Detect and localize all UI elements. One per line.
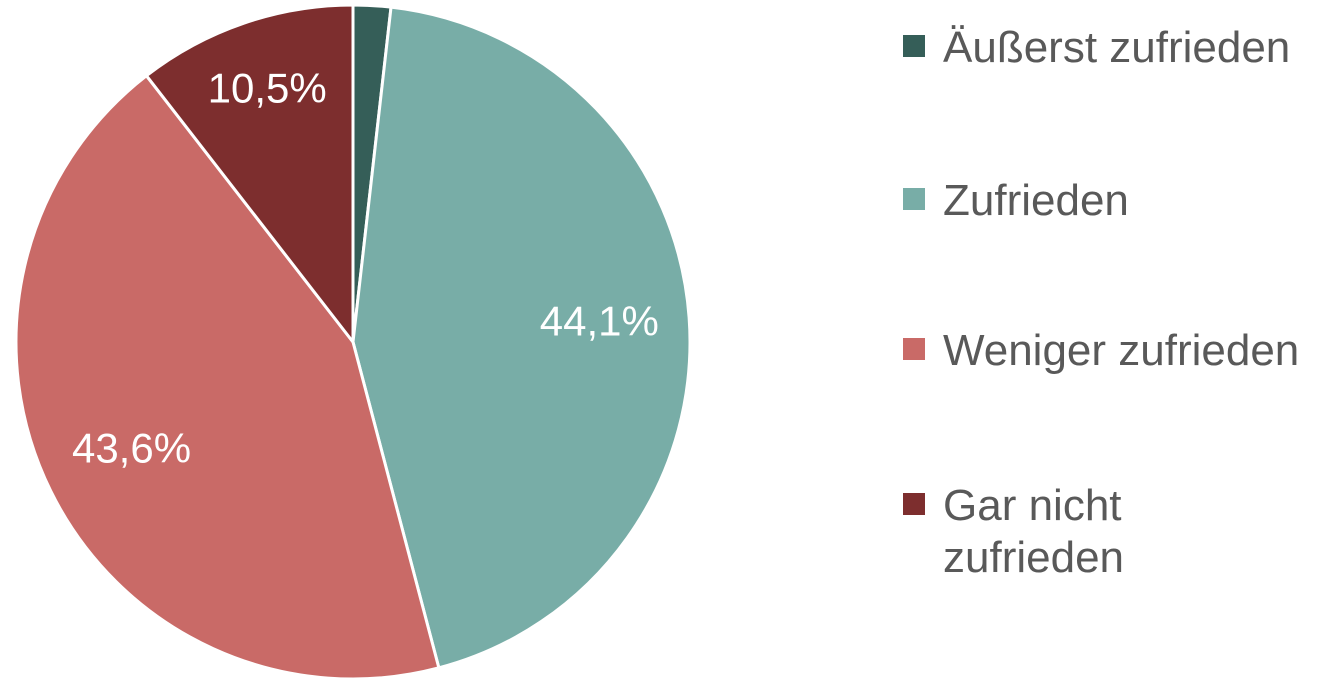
legend-label: Zufrieden <box>943 176 1129 225</box>
legend-swatch <box>903 493 925 515</box>
pie-slice <box>14 73 441 680</box>
legend-swatch <box>903 188 925 210</box>
legend: Äußerst zufrieden Zufrieden Weniger zufrie… <box>903 0 1333 680</box>
legend-item: Gar nicht zufrieden <box>903 480 1313 584</box>
pie-slice <box>144 3 355 347</box>
pie-slice <box>351 5 692 670</box>
legend-item: Äußerst zufrieden <box>903 22 1313 74</box>
data-label: 10,5% <box>208 64 327 111</box>
legend-item: Weniger zufrieden <box>903 325 1313 377</box>
data-label: 43,6% <box>72 424 191 471</box>
legend-item: Zufrieden <box>903 175 1313 227</box>
pie: 44,1% 43,6% 10,5% <box>14 3 692 680</box>
data-label: 44,1% <box>540 297 659 344</box>
legend-label: Äußerst zufrieden <box>943 23 1291 72</box>
legend-label: Gar nicht zufrieden <box>943 481 1125 582</box>
legend-swatch <box>903 338 925 360</box>
legend-label: Weniger zufrieden <box>943 326 1300 375</box>
legend-swatch <box>903 35 925 57</box>
